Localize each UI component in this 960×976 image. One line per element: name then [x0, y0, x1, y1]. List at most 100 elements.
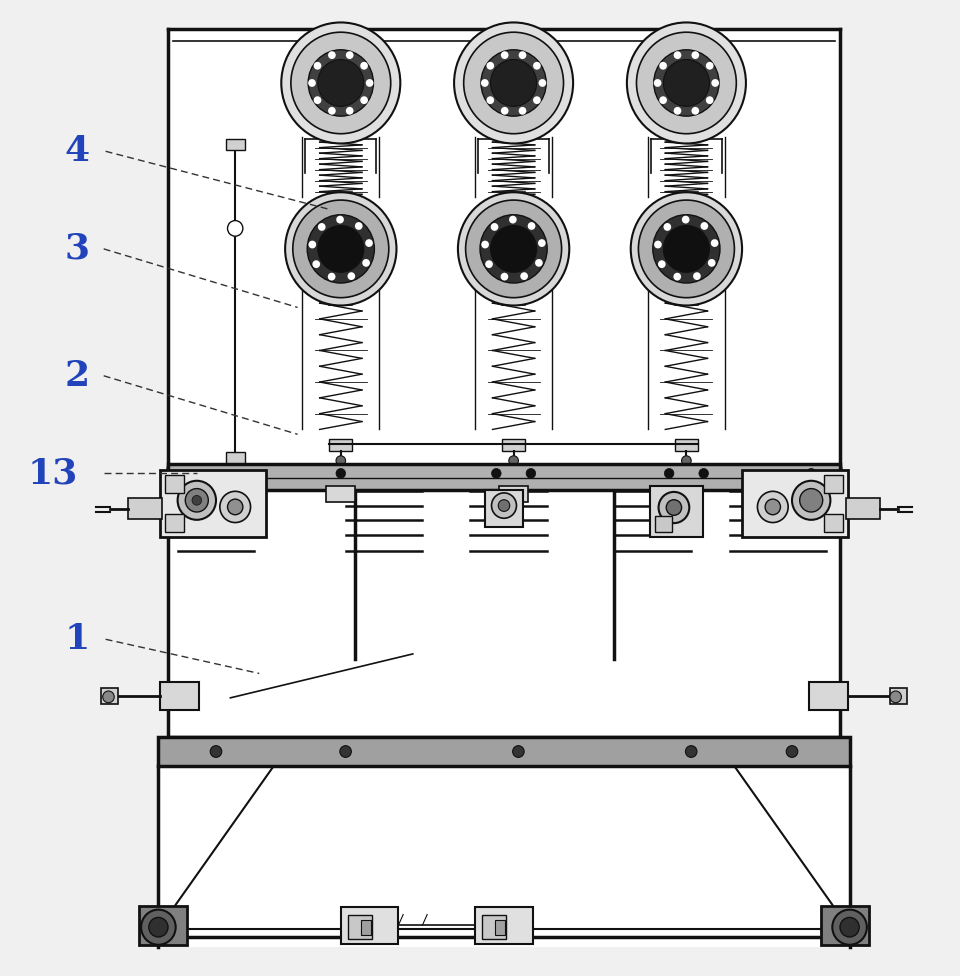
Bar — [168, 29, 840, 468]
Circle shape — [674, 107, 682, 115]
Bar — [361, 920, 371, 935]
Circle shape — [481, 50, 546, 116]
Circle shape — [178, 481, 216, 520]
Circle shape — [710, 239, 718, 247]
Circle shape — [293, 200, 389, 298]
Text: 1: 1 — [64, 623, 89, 656]
Circle shape — [706, 97, 713, 104]
Circle shape — [660, 61, 667, 69]
Circle shape — [663, 60, 709, 106]
Circle shape — [701, 223, 708, 230]
Circle shape — [291, 32, 391, 134]
Bar — [890, 688, 907, 704]
Bar — [485, 490, 523, 527]
Bar — [348, 915, 372, 939]
Bar — [502, 439, 525, 451]
Circle shape — [487, 97, 494, 104]
Circle shape — [832, 910, 867, 945]
Circle shape — [318, 224, 325, 231]
Circle shape — [314, 97, 322, 104]
Circle shape — [674, 51, 682, 59]
Circle shape — [526, 468, 536, 478]
Circle shape — [481, 241, 489, 249]
Circle shape — [673, 272, 681, 280]
Circle shape — [520, 272, 528, 280]
Text: 13: 13 — [28, 457, 78, 490]
Bar — [824, 475, 843, 493]
Bar — [341, 907, 398, 944]
Circle shape — [538, 239, 545, 247]
Circle shape — [360, 61, 368, 69]
Circle shape — [757, 491, 788, 522]
Circle shape — [340, 746, 351, 757]
Bar — [475, 907, 533, 944]
Bar — [160, 682, 199, 710]
Bar — [128, 498, 162, 519]
Bar — [675, 439, 698, 451]
Circle shape — [185, 489, 208, 512]
Circle shape — [487, 61, 494, 69]
Bar — [482, 915, 506, 939]
Circle shape — [141, 910, 176, 945]
Circle shape — [228, 499, 243, 514]
Circle shape — [498, 500, 510, 511]
Bar — [139, 906, 187, 945]
Circle shape — [228, 221, 243, 236]
Circle shape — [840, 917, 859, 937]
Circle shape — [149, 917, 168, 937]
Text: 2: 2 — [64, 359, 89, 392]
Bar — [846, 498, 880, 519]
Circle shape — [308, 50, 373, 116]
Circle shape — [481, 79, 489, 87]
Circle shape — [360, 97, 368, 104]
Circle shape — [464, 32, 564, 134]
Circle shape — [328, 51, 336, 59]
Bar — [168, 468, 840, 737]
Bar — [168, 464, 840, 490]
Circle shape — [699, 468, 708, 478]
Circle shape — [513, 746, 524, 757]
Circle shape — [800, 489, 823, 512]
Bar — [226, 139, 245, 150]
Circle shape — [765, 499, 780, 514]
Bar — [499, 486, 528, 502]
Circle shape — [491, 224, 498, 231]
Circle shape — [328, 107, 336, 115]
Circle shape — [691, 107, 699, 115]
Circle shape — [458, 192, 569, 305]
Circle shape — [660, 97, 667, 104]
Circle shape — [312, 261, 320, 268]
Circle shape — [682, 456, 691, 466]
Circle shape — [466, 200, 562, 298]
Circle shape — [533, 61, 540, 69]
Circle shape — [103, 691, 114, 703]
Circle shape — [348, 272, 355, 280]
Circle shape — [346, 51, 353, 59]
Circle shape — [501, 107, 509, 115]
Bar — [158, 766, 850, 947]
Circle shape — [518, 51, 526, 59]
Circle shape — [491, 60, 537, 106]
Circle shape — [685, 746, 697, 757]
Circle shape — [308, 79, 316, 87]
Circle shape — [654, 79, 661, 87]
Bar — [655, 516, 672, 532]
Circle shape — [691, 51, 699, 59]
Circle shape — [659, 492, 689, 523]
Circle shape — [314, 61, 322, 69]
Circle shape — [327, 272, 335, 280]
Circle shape — [663, 224, 671, 231]
Circle shape — [627, 22, 746, 143]
Bar — [809, 682, 848, 710]
Circle shape — [210, 746, 222, 757]
Circle shape — [658, 261, 665, 268]
Bar — [821, 906, 869, 945]
Bar — [160, 470, 266, 537]
Circle shape — [492, 493, 516, 518]
Bar — [165, 514, 184, 532]
Circle shape — [346, 107, 353, 115]
Circle shape — [706, 61, 713, 69]
Circle shape — [362, 259, 370, 266]
Circle shape — [638, 200, 734, 298]
Circle shape — [480, 215, 547, 283]
